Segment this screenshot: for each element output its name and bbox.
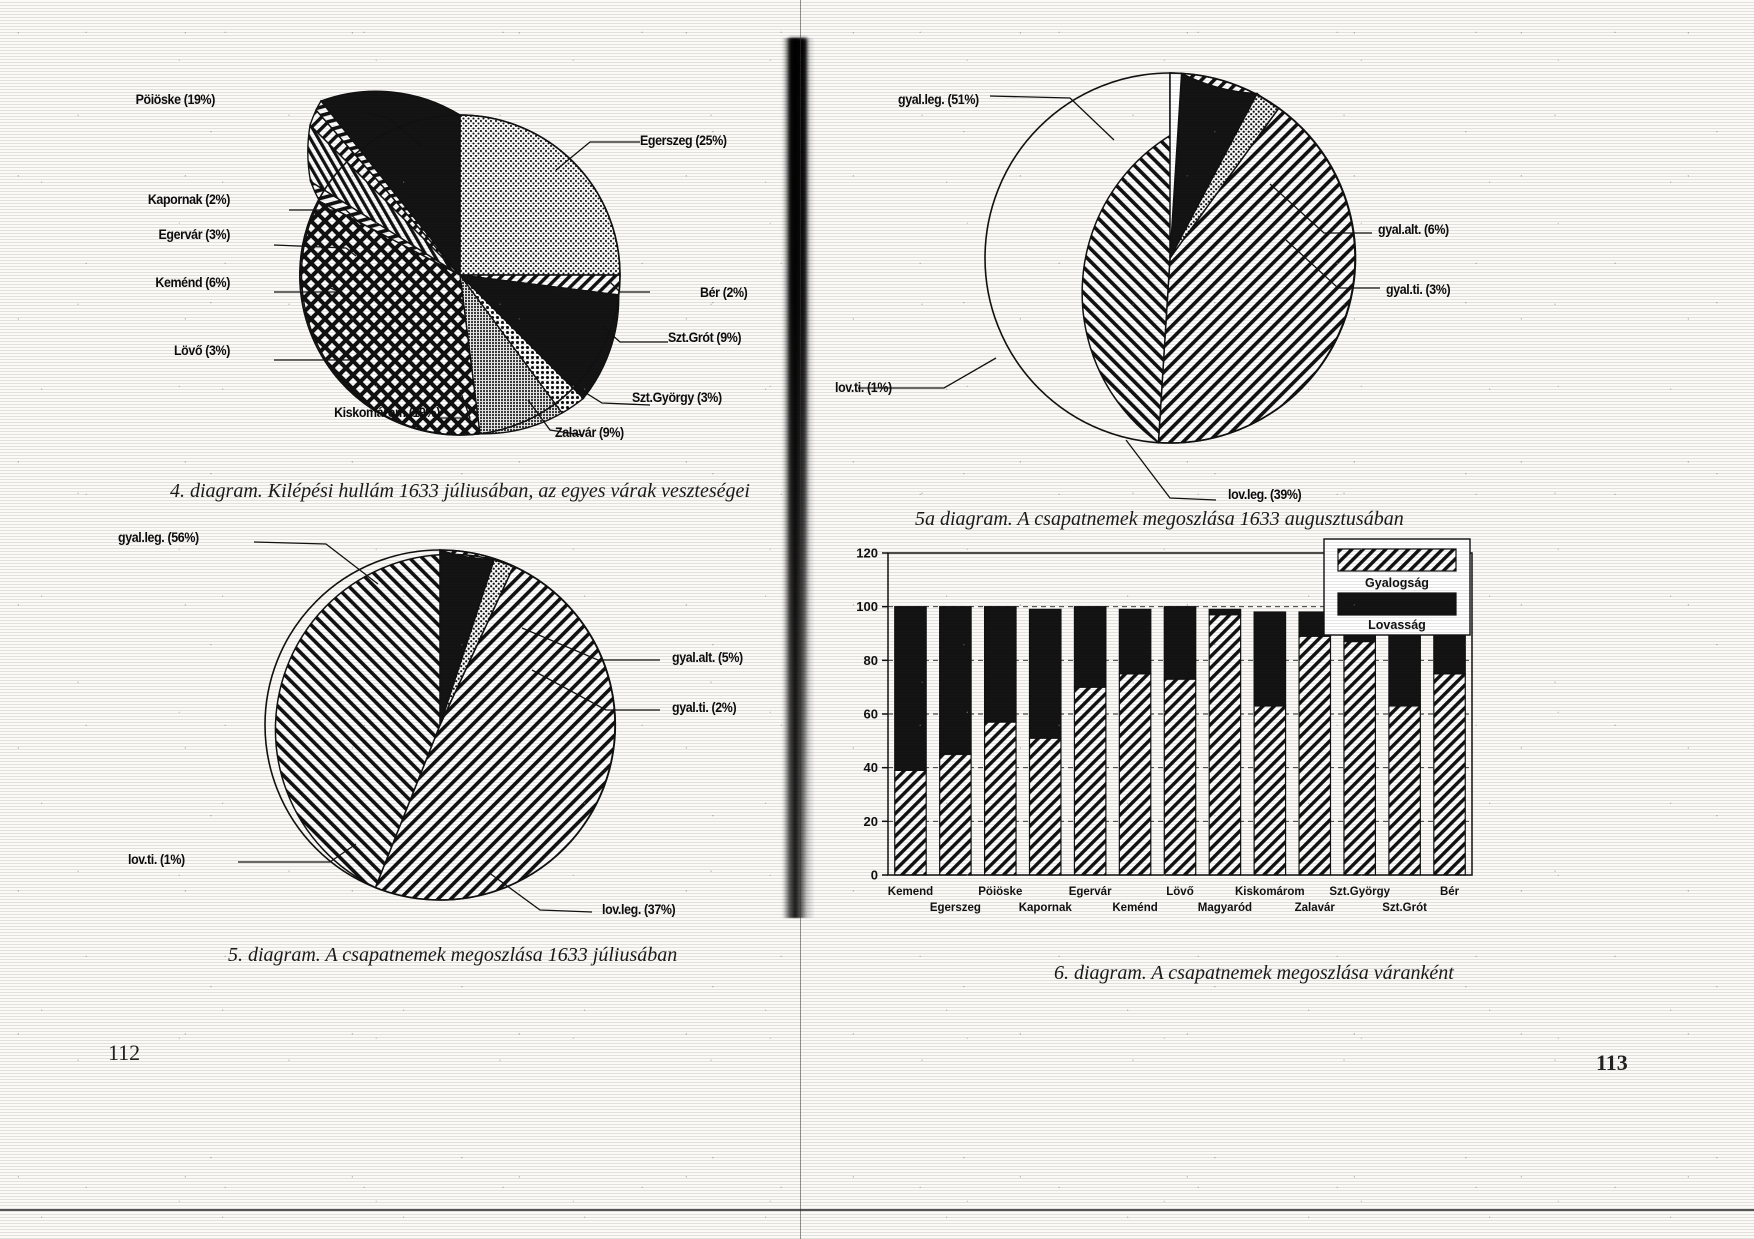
page-divider-rule — [800, 0, 801, 1239]
svg-text:Kapornak: Kapornak — [1019, 902, 1073, 914]
diagram-6-y-ticks: 0 20 40 60 80 100 120 — [856, 546, 888, 883]
d5a-label-gyalalt: gyal.alt. (6%) — [1378, 222, 1449, 237]
d4-label-kiskomarom: Kiskomárom (19%) — [334, 405, 440, 420]
svg-text:Szt.Grót: Szt.Grót — [1382, 902, 1427, 914]
svg-text:Gyalogság: Gyalogság — [1365, 576, 1429, 590]
svg-text:0: 0 — [871, 868, 878, 883]
d4-label-sztgyorgy: Szt.György (3%) — [632, 390, 722, 405]
svg-text:Lövő: Lövő — [1166, 886, 1193, 898]
svg-text:Egerszeg: Egerszeg — [930, 902, 981, 914]
diagram-4-caption: 4. diagram. Kilépési hullám 1633 júliusá… — [170, 480, 750, 502]
folio-left: 112 — [108, 1040, 141, 1065]
diagram-6-x-ticks: Kemend Egerszeg Pöiöske Kapornak EgervárKemé… — [888, 886, 1460, 914]
svg-text:Pöiöske: Pöiöske — [978, 886, 1022, 898]
d5-label-gyalleg: gyal.leg. (56%) — [118, 530, 199, 545]
d5-label-lovti: lov.ti. (1%) — [128, 852, 185, 867]
svg-text:100: 100 — [856, 599, 878, 614]
book-spine-shadow — [781, 38, 815, 918]
svg-text:Szt.György: Szt.György — [1329, 886, 1390, 898]
svg-text:20: 20 — [864, 814, 878, 829]
d4-label-lovo: Lövő (3%) — [173, 343, 230, 358]
d4-label-egervar: Egervár (3%) — [158, 227, 230, 242]
diagram-5-caption: 5. diagram. A csapatnemek megoszlása 163… — [228, 944, 678, 966]
svg-text:60: 60 — [864, 707, 878, 722]
d5a-label-lovti: lov.ti. (1%) — [835, 380, 892, 395]
diagram-6-legend: Gyalogság Lovasság — [1323, 538, 1471, 636]
svg-text:Lovasság: Lovasság — [1368, 618, 1426, 632]
svg-text:Magyaród: Magyaród — [1198, 902, 1252, 914]
d4-label-kemend: Keménd (6%) — [155, 275, 230, 290]
d5-label-gyalalt: gyal.alt. (5%) — [672, 650, 743, 665]
d4-label-zalavar: Zalavár (9%) — [555, 425, 624, 440]
d5a-label-gyalleg: gyal.leg. (51%) — [898, 92, 979, 107]
d4-label-kapornak: Kapornak (2%) — [147, 192, 231, 207]
diagram-5a-caption: 5a diagram. A csapatnemek megoszlása 163… — [915, 508, 1404, 530]
page-bottom-rule — [0, 1209, 1754, 1211]
svg-text:Bér: Bér — [1440, 886, 1460, 898]
svg-text:Zalavár: Zalavár — [1295, 902, 1336, 914]
d4-label-poioske: Pöiöske (19%) — [135, 92, 216, 107]
diagram-5-slices — [264, 548, 617, 901]
diagram-5a-chart — [858, 72, 1380, 501]
d4-label-sztgrot: Szt.Grót (9%) — [668, 330, 742, 345]
svg-text:Kiskomárom: Kiskomárom — [1235, 886, 1305, 898]
diagram-6-caption: 6. diagram. A csapatnemek megoszlása vár… — [1054, 962, 1454, 984]
d5a-label-lovleg: lov.leg. (39%) — [1228, 487, 1302, 502]
svg-text:Kemend: Kemend — [888, 886, 933, 898]
folio-right: 113 — [1596, 1050, 1628, 1075]
d5-label-gyalti: gyal.ti. (2%) — [672, 700, 737, 715]
diagram-6-chart: 0 20 40 60 80 100 120 Kemend Egerszeg Pöiöske Kap… — [856, 538, 1473, 914]
d5-label-lovleg: lov.leg. (37%) — [602, 902, 676, 917]
svg-text:40: 40 — [864, 760, 878, 775]
d5a-label-gyalti: gyal.ti. (3%) — [1386, 282, 1451, 297]
svg-text:120: 120 — [856, 546, 878, 561]
diagram-5a-slices — [984, 72, 1357, 445]
svg-text:Egervár: Egervár — [1069, 886, 1112, 898]
d4-label-ber: Bér (2%) — [700, 285, 748, 300]
svg-text:Keménd: Keménd — [1112, 902, 1157, 914]
svg-text:80: 80 — [864, 653, 878, 668]
d4-label-egerszeg: Egerszeg (25%) — [640, 133, 727, 148]
diagram-6-bars — [894, 606, 1466, 876]
diagram-5-chart — [238, 541, 660, 913]
